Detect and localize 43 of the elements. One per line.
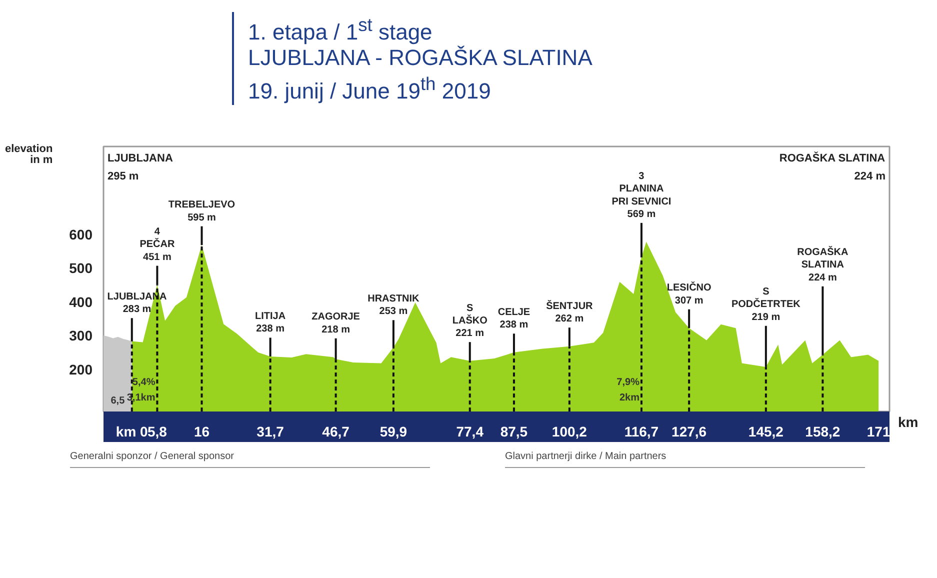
text: Glavni partnerji dirke / Main partners [505,450,865,468]
x-tick-label: 171 [866,424,890,440]
y-tick-label: 400 [69,294,93,310]
x-tick-label: 145,2 [748,424,784,440]
x-tick-label: 77,4 [456,424,484,440]
y-axis-title: elevation in m [5,143,53,166]
x-tick-label: 100,2 [552,424,588,440]
ref-line-label: LITIJA 238 m [255,311,286,335]
ref-line-label: ROGAŠKA SLATINA 224 m [797,246,848,284]
chart-title: 1. etapa / 1$^{st}$ stage [248,14,432,44]
annotation: 2km [619,392,640,404]
x-tick-label: 5,8 [147,424,168,440]
annotation: 6,5 [110,396,126,407]
x-tick-label: 127,6 [672,424,707,440]
x-tick-label: 31,7 [256,424,284,440]
ref-line-label: CELJE 238 m [498,307,530,331]
x-tick-label: km 0 [116,424,148,440]
x-tick-label: 116,7 [624,424,659,440]
chart-subtitle: LJUBLJANA - ROGAŠKA SLATINA 19. junij / June 19$^{th}$ 2019 [248,45,592,104]
x-tick-label: 59,9 [380,424,408,440]
ref-line-label: S PODČETRTEK 219 m [731,286,802,323]
x-tick-label: 87,5 [500,424,528,440]
y-tick-label: 500 [69,260,93,276]
annotation: LJUBLJANA 295 m [108,152,173,182]
x-tick-label: 158,2 [805,424,840,440]
annotation: ROGAŠKA SLATINA 224 m [779,152,886,182]
ref-line-label: ZAGORJE 218 m [312,312,360,336]
ref-line-label: 4 PEČAR 451 m [140,226,176,263]
ref-line-label: 3 PLANINA PRI SEVNICI 569 m [612,170,672,220]
ref-line-label: HRASTNIK 253 m [368,294,420,318]
annotation: 7,9% [616,376,640,388]
ref-line-label: ŠENTJUR 262 m [546,300,594,325]
annotation: 5,4% [132,376,156,388]
ref-line-label: S LAŠKO 221 m [452,302,488,340]
y-tick-label: 200 [69,361,93,378]
x-tick-label: 16 [194,424,210,440]
ref-line-label: TREBELJEVO 595 m [168,200,236,224]
y-tick-label: 600 [69,226,93,242]
ref-line-label: LESIČNO 307 m [666,282,712,306]
x-axis-title: km [898,413,918,432]
y-tick-label: 300 [69,328,93,344]
text: Generalni sponzor / General sponsor [70,450,430,468]
x-tick-label: 46,7 [322,424,350,440]
